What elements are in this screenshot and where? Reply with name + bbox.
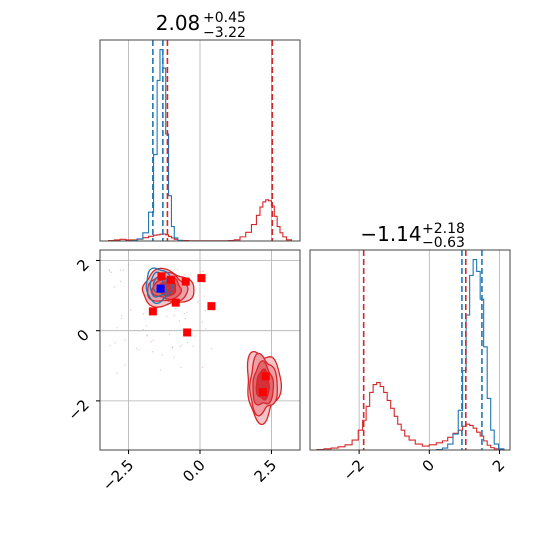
title-param-1-sup: +0.45	[203, 10, 246, 26]
sample-dot	[146, 325, 148, 327]
red-marker-0	[157, 272, 166, 281]
hist2-blue-series	[310, 258, 510, 450]
sample-dot	[211, 348, 213, 350]
title-param-2-sup: +2.18	[422, 221, 465, 237]
contour-layers	[108, 264, 283, 426]
sample-dot	[183, 312, 185, 315]
sample-dot	[119, 280, 122, 283]
red-marker-8	[261, 372, 270, 381]
sample-dot	[179, 346, 181, 348]
blue-marker	[156, 284, 165, 293]
sample-dot	[120, 317, 122, 320]
red-marker-3	[181, 277, 190, 286]
sample-dot	[202, 366, 204, 368]
contour-blue-level-0	[145, 267, 173, 305]
sample-dot	[159, 369, 162, 371]
sample-dot	[192, 345, 194, 347]
sample-dot	[173, 314, 176, 317]
sample-dot	[172, 346, 174, 349]
sample-dot	[181, 344, 183, 346]
sample-dot	[135, 347, 138, 349]
sample-dot	[114, 342, 116, 344]
red-marker-5	[148, 307, 157, 316]
sample-dot	[180, 366, 182, 368]
sample-dot	[142, 313, 144, 315]
hist2-red-series	[310, 381, 510, 450]
red-marker-2	[197, 274, 206, 283]
sample-dot	[186, 341, 189, 344]
sample-dot	[116, 327, 118, 329]
sample-dot	[130, 309, 132, 311]
sample-dot	[174, 307, 176, 310]
sample-dot	[119, 269, 122, 271]
sample-dot	[109, 344, 111, 347]
sample-dot	[142, 328, 144, 331]
sample-dot	[121, 315, 123, 317]
sample-dot	[203, 282, 205, 284]
red-marker-7	[183, 328, 192, 337]
red-marker-1	[166, 275, 175, 284]
sample-dot	[203, 295, 205, 297]
hist1-blue-series	[102, 49, 298, 241]
hist1-series	[102, 40, 298, 241]
sample-dot	[174, 269, 176, 271]
title-param-2-sub: −0.63	[422, 235, 465, 251]
sample-dot	[116, 372, 118, 374]
sample-dot	[199, 346, 201, 348]
red-marker-4	[171, 298, 180, 307]
sample-dot	[110, 271, 112, 273]
sample-dot	[138, 349, 140, 351]
sample-dot	[122, 269, 124, 271]
sample-dot	[197, 301, 199, 303]
hist1-frame	[99, 39, 301, 242]
sample-dot	[201, 321, 204, 323]
hist2-frame	[309, 249, 511, 451]
sample-dot	[178, 320, 181, 322]
sample-dot	[146, 335, 149, 337]
sample-dot	[150, 340, 152, 343]
sample-dot	[186, 311, 188, 314]
sample-dot	[190, 274, 192, 276]
sample-dot	[147, 272, 149, 274]
sample-dot	[146, 334, 148, 336]
title-param-2: −1.14	[360, 222, 421, 246]
sample-dot	[176, 269, 179, 271]
histogram-param-1	[99, 39, 301, 242]
sample-dot	[202, 270, 204, 273]
sample-dot	[183, 274, 185, 276]
sample-dot	[124, 339, 126, 341]
title-param-1: 2.08	[156, 11, 201, 35]
sample-dot	[127, 264, 130, 266]
sample-dot	[194, 335, 196, 337]
sample-dot	[199, 272, 201, 275]
sample-dot	[108, 269, 110, 271]
sample-dot	[151, 351, 154, 353]
sample-dot	[205, 328, 207, 330]
sample-dot	[152, 339, 154, 341]
hist2-series	[310, 250, 510, 450]
sample-dot	[168, 333, 171, 335]
sample-dot	[161, 354, 163, 356]
sample-dot	[166, 315, 168, 317]
sample-dot	[113, 286, 116, 288]
red-marker-9	[258, 388, 267, 397]
sample-dot	[204, 310, 207, 312]
sample-dot	[184, 317, 187, 320]
title-param-1-sub: −3.22	[203, 25, 246, 41]
sample-dot	[124, 364, 126, 366]
red-marker-6	[207, 302, 216, 311]
sample-dot	[173, 356, 175, 358]
sample-dot	[199, 270, 201, 273]
sample-dot	[108, 270, 111, 272]
